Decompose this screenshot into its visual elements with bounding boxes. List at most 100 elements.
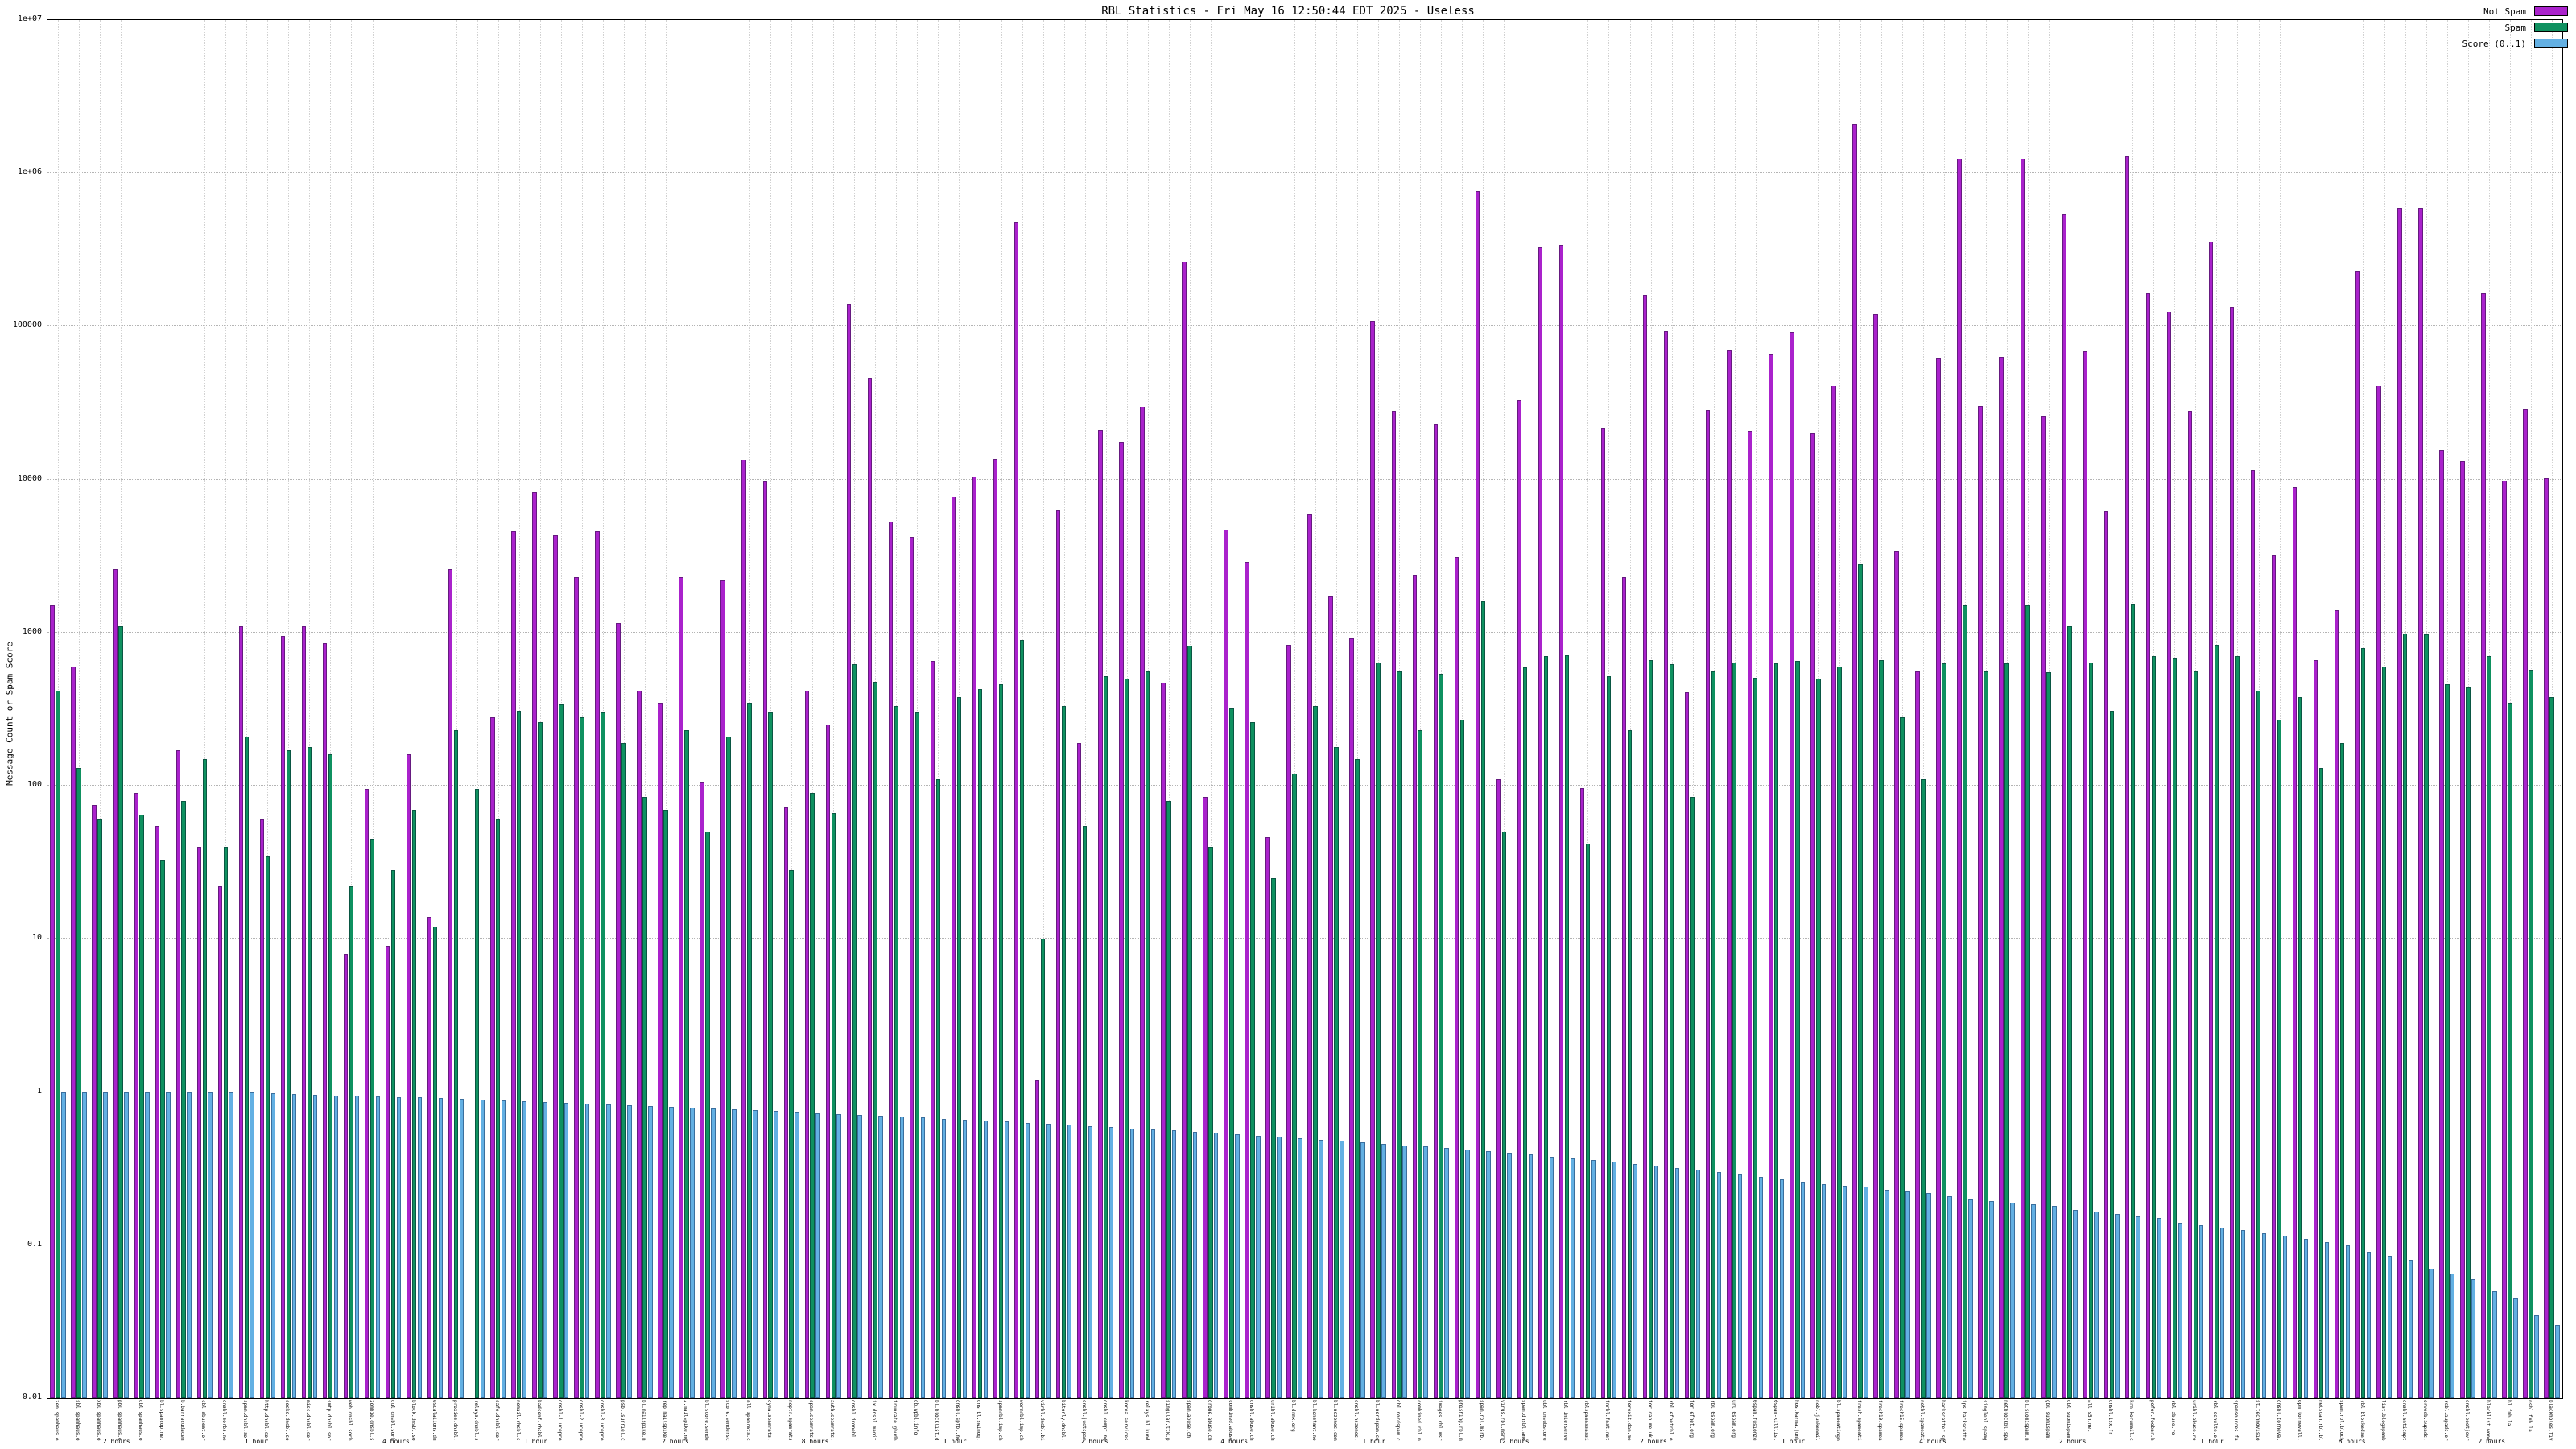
bar-spam [1522, 667, 1528, 1398]
bar-score-0-1 [1549, 1156, 1554, 1398]
bar-score-0-1 [857, 1114, 862, 1398]
bar-spam [2004, 663, 2009, 1398]
bar-not-spam [1684, 691, 1690, 1398]
x-tick-label-text: web.dnsbl.sorbs.net [347, 1400, 353, 1441]
x-tick-label-text: all.s5h.net [2087, 1400, 2093, 1432]
legend-swatch-spam [2534, 23, 2568, 32]
x-tick-label-text: 0spam.fusionzero.com [1751, 1400, 1757, 1441]
bar-score-0-1 [1570, 1158, 1575, 1398]
x-group-label: 4 hours [1919, 1438, 1946, 1445]
bar-not-spam [1412, 574, 1417, 1398]
bar-not-spam [2313, 660, 2318, 1398]
bar-score-0-1 [522, 1101, 527, 1398]
bar-not-spam [2397, 208, 2402, 1398]
bar-spam [977, 688, 983, 1398]
bar-spam [1208, 846, 1213, 1398]
bar-spam [2318, 768, 2324, 1398]
x-gridline [1504, 20, 1505, 1398]
x-tick-label: rbl.blockedservers.com [2358, 1399, 2368, 1441]
x-group-label: 2 hours [102, 1438, 130, 1445]
bar-spam [2151, 656, 2157, 1398]
bar-score-0-1 [564, 1102, 569, 1398]
bar-not-spam [2271, 555, 2277, 1398]
bar-spam [1879, 660, 1884, 1398]
bar-score-0-1 [145, 1092, 150, 1398]
bar-score-0-1 [1004, 1121, 1009, 1398]
bar-not-spam [175, 750, 181, 1398]
bar-not-spam [1286, 645, 1291, 1398]
bar-spam [1501, 832, 1507, 1398]
bar-score-0-1 [1737, 1174, 1743, 1398]
bar-score-0-1 [1653, 1166, 1659, 1398]
x-tick-label-text: netblockbl.spamgrouper.to [2003, 1400, 2009, 1441]
x-tick-label-text: fnrbl.fast.net [1604, 1400, 1611, 1441]
bar-score-0-1 [1947, 1195, 1952, 1398]
x-tick-label: torexit.dan.me.uk [1624, 1399, 1634, 1441]
bar-spam [1774, 663, 1779, 1398]
bar-not-spam [867, 378, 873, 1398]
bar-score-0-1 [1864, 1187, 1868, 1398]
bar-score-0-1 [1758, 1176, 1764, 1398]
bar-spam [1061, 706, 1067, 1398]
x-group-label: 1 hour [523, 1438, 547, 1445]
x-gridline [1168, 20, 1170, 1398]
bar-score-0-1 [1716, 1172, 1722, 1398]
x-tick-label-text: singular.ttk.pte.hu [1164, 1400, 1170, 1441]
x-tick-label: zen.spamhaus.org [52, 1399, 62, 1441]
bar-score-0-1 [1046, 1124, 1051, 1398]
x-tick-label: combined.abuse.ch [1226, 1399, 1236, 1441]
x-tick-label: images.rbl.msrbl.net [1435, 1399, 1445, 1441]
x-tick-label: rsbl.aupads.org [2442, 1399, 2451, 1441]
x-tick-label: bl.score.senderscore.com [702, 1399, 712, 1441]
x-tick-label: rbl.schulte.org [2211, 1399, 2220, 1441]
bar-spam [1334, 746, 1339, 1398]
bar-score-0-1 [1025, 1122, 1030, 1398]
bar-score-0-1 [1989, 1200, 1994, 1398]
y-gridline [47, 172, 2562, 174]
bar-spam [1921, 779, 1926, 1398]
bar-score-0-1 [291, 1094, 296, 1398]
bar-not-spam [1621, 577, 1627, 1398]
bar-score-0-1 [941, 1118, 947, 1398]
y-axis-ticks: 0.01 0.1 1 10 100 1000 10000 100000 1e+06 1e+07 [0, 15, 43, 1402]
bar-score-0-1 [669, 1107, 674, 1398]
bar-not-spam [679, 577, 683, 1398]
x-tick-label-text: opm.tornevall.org [2296, 1400, 2302, 1441]
x-tick-label-text: st.technovision.dk [2254, 1400, 2260, 1441]
x-tick-label-text: smtp.dnsbl.sorbs.net [326, 1400, 332, 1441]
x-tick-label: netbl.spameatingmonkey.net [1918, 1399, 1927, 1441]
bar-spam [181, 800, 186, 1398]
x-tick-label-text: drone.abuse.ch [1206, 1400, 1212, 1441]
x-tick-label-text: spam.rbl.msrbl.net [1479, 1400, 1485, 1441]
x-group-label: 2 hours [2058, 1438, 2087, 1445]
bar-not-spam [2544, 478, 2549, 1398]
bar-score-0-1 [753, 1110, 758, 1398]
bar-spam [495, 819, 501, 1398]
x-tick-label-text: rbl.schulte.org [2212, 1400, 2219, 1441]
bar-score-0-1 [585, 1103, 590, 1398]
bar-spam [601, 712, 605, 1398]
bar-spam [559, 704, 564, 1398]
bar-not-spam [2523, 408, 2528, 1398]
x-tick-label-text: dnsbl-2.uceprotect.net [577, 1400, 584, 1441]
x-gridline [938, 20, 939, 1398]
x-gridline [644, 20, 646, 1398]
bar-spam [1690, 796, 1695, 1398]
bar-spam [1606, 675, 1612, 1398]
x-tick-label-text: hostkarma.junkemailfilter.com [1794, 1400, 1799, 1441]
x-tick-label: tor.dan.me.uk [1645, 1399, 1655, 1441]
bar-score-0-1 [1591, 1159, 1596, 1398]
bar-not-spam [1265, 837, 1270, 1398]
x-tick-label-text: proxies.dnsbl.sorbs.net [452, 1400, 458, 1441]
x-gridline [267, 20, 269, 1398]
bar-score-0-1 [61, 1092, 66, 1398]
x-tick-label: dnsbl.tornevall.org [2274, 1399, 2284, 1441]
bar-not-spam [720, 580, 725, 1398]
bar-score-0-1 [2429, 1269, 2434, 1398]
bar-not-spam [2460, 460, 2465, 1398]
bar-not-spam [155, 825, 159, 1398]
bar-not-spam [1391, 411, 1396, 1398]
bar-spam [935, 779, 941, 1398]
x-group-label: 4 hours [382, 1438, 410, 1445]
x-tick-label-text: rsbl.aupads.org [2442, 1400, 2449, 1441]
